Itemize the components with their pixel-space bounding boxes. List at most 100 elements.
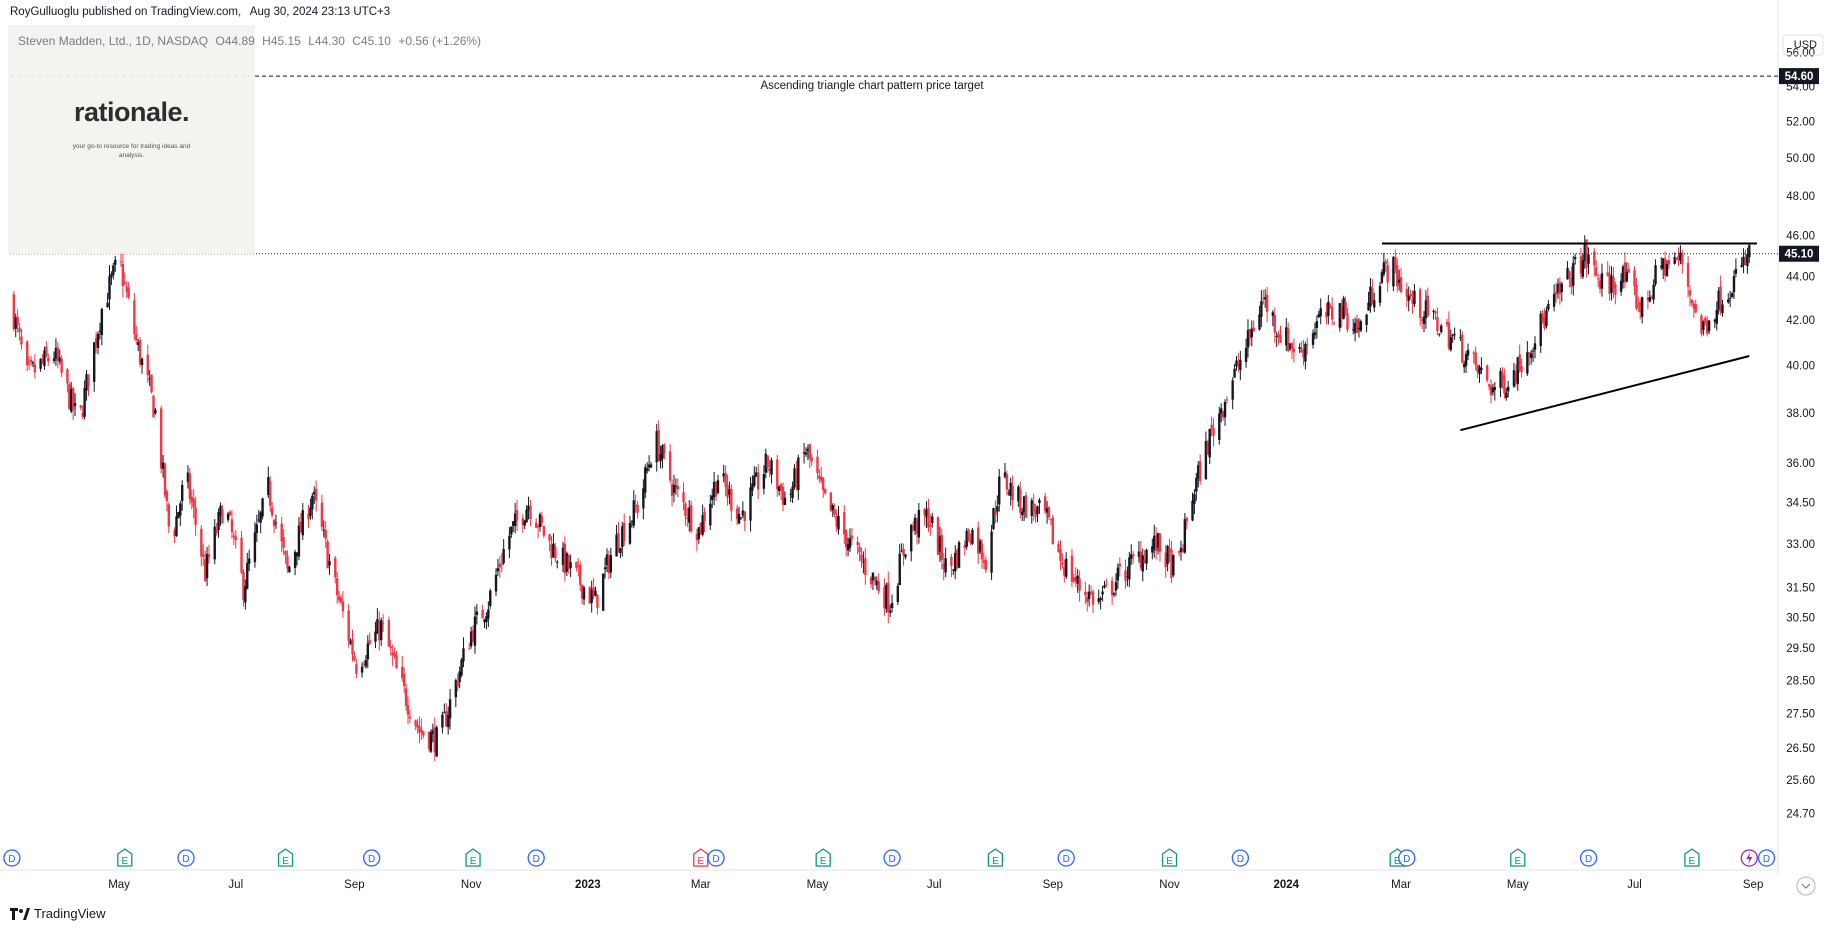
candle: [280, 516, 283, 553]
candle: [728, 481, 731, 505]
candle-body: [288, 566, 291, 573]
candle: [1319, 298, 1322, 325]
candle: [1285, 318, 1288, 352]
candle: [190, 489, 193, 510]
price-tick-label: 44.00: [1786, 272, 1815, 284]
dividend-icon: D: [707, 849, 725, 867]
tradingview-branding[interactable]: TradingView: [10, 906, 106, 921]
candle-body: [1231, 380, 1234, 400]
price-axis[interactable]: 56.00 54.00 52.00 50.00 48.00 46.00 44.00 42.00…: [1779, 34, 1824, 820]
candle-body: [1298, 347, 1301, 350]
candle: [138, 336, 142, 367]
candle-body: [1663, 258, 1667, 276]
price-tick-label: 31.50: [1786, 582, 1815, 594]
candle: [54, 338, 58, 366]
candle-body: [875, 580, 878, 586]
candle: [1141, 548, 1144, 582]
candle-body: [494, 574, 498, 592]
candle-body: [542, 526, 546, 536]
candle: [1197, 461, 1200, 488]
candle: [1084, 581, 1087, 605]
candle-body: [311, 495, 314, 510]
candle-body: [341, 601, 345, 612]
candle-body: [668, 451, 672, 481]
candle: [1158, 533, 1162, 562]
candle-body: [1727, 299, 1730, 303]
candle-body: [112, 265, 115, 275]
dividend-icon-circle: [1757, 849, 1776, 867]
symbol-legend[interactable]: Steven Madden, Ltd., 1D, NASDAQ O44.89 H…: [18, 34, 485, 48]
candle: [804, 447, 808, 457]
candle-body: [408, 716, 412, 719]
candle-body: [1292, 348, 1296, 353]
candle: [1600, 263, 1604, 297]
candle: [971, 527, 974, 546]
earnings-icon-letter: E: [121, 856, 128, 867]
candle-body: [1436, 316, 1439, 331]
candle-body: [902, 548, 905, 556]
candle: [822, 477, 825, 499]
candle-body: [475, 611, 479, 615]
candle-body: [816, 456, 819, 473]
candle-body: [257, 519, 260, 521]
candle: [1489, 379, 1493, 404]
candle-body: [1330, 306, 1334, 320]
candle: [1418, 287, 1422, 326]
candle: [898, 543, 901, 586]
candle: [270, 502, 274, 519]
candle-body: [1507, 386, 1510, 392]
candle: [833, 503, 836, 518]
candle-body: [297, 525, 301, 557]
earnings-icon: E: [117, 848, 133, 867]
candle-body: [391, 652, 394, 656]
candle: [818, 469, 821, 483]
candle: [724, 465, 727, 497]
candle: [536, 524, 540, 539]
candle: [862, 551, 865, 574]
ohlc-high: H45.15: [262, 34, 301, 48]
candle-body: [699, 523, 702, 533]
candle: [770, 457, 773, 484]
candle-body: [393, 653, 396, 657]
earnings-icon: E: [1161, 848, 1178, 867]
candle-body: [1623, 262, 1627, 283]
candle: [1432, 309, 1435, 320]
candle: [1292, 338, 1296, 363]
candle-body: [127, 287, 130, 298]
candle: [1579, 247, 1583, 279]
candle-body: [940, 535, 944, 561]
candle: [1413, 283, 1416, 308]
candle: [925, 501, 928, 529]
candle: [219, 502, 222, 527]
candle-body: [860, 554, 863, 561]
candle-body: [996, 506, 999, 512]
candle: [1038, 497, 1041, 514]
candle-body: [630, 521, 634, 523]
candle: [1581, 254, 1585, 280]
candle: [1411, 290, 1414, 314]
candle-body: [376, 619, 379, 634]
candle-body: [1128, 557, 1131, 580]
candle: [246, 552, 249, 590]
candle-body: [1541, 313, 1544, 322]
candle: [994, 500, 997, 524]
time-tick-label: Nov: [1159, 879, 1180, 891]
candle-body: [1352, 329, 1355, 331]
time-axis[interactable]: May Jul Sep Nov 2023 Mar May Jul Sep Nov 2024 Mar Ma…: [108, 876, 1816, 896]
candle-body: [1206, 442, 1210, 455]
candle-body: [272, 519, 276, 527]
candle-body: [1049, 518, 1053, 520]
candle-body: [1057, 543, 1060, 553]
candle: [1459, 329, 1462, 341]
candle-body: [282, 537, 285, 548]
candle-body: [844, 530, 848, 548]
candle-body: [885, 584, 888, 609]
dividend-icon-letter: D: [1585, 854, 1592, 865]
candle: [837, 505, 840, 535]
candle-body: [1237, 363, 1240, 368]
candle-body: [1239, 359, 1242, 371]
candle-body: [269, 481, 272, 506]
candle: [448, 688, 452, 730]
